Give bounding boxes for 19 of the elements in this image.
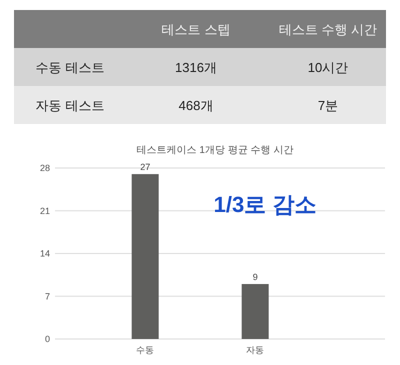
y-tick-label: 7	[44, 291, 50, 302]
y-tick-label: 0	[44, 334, 50, 344]
category-label: 수동 테스트	[36, 60, 104, 75]
data-label: 9	[252, 272, 258, 282]
y-tick-label: 28	[40, 163, 50, 173]
y-tick-label: 21	[40, 206, 50, 216]
x-tick-label: 수동	[136, 345, 154, 355]
chart-title: 테스트케이스 1개당 평균 수행 시간	[136, 145, 294, 156]
category-label: 테스트 수행 시간	[278, 22, 378, 37]
text: 7분	[318, 98, 338, 113]
category-label: 테스트 스텝	[162, 22, 230, 37]
y-tick-label: 14	[40, 248, 50, 258]
text: 1316개	[175, 60, 217, 75]
x-tick-label: 자동	[246, 345, 264, 355]
annotation: 1/3로 감소	[214, 192, 316, 217]
text: 10시간	[308, 60, 348, 75]
category-label: 자동 테스트	[36, 98, 104, 113]
text: 468개	[178, 98, 214, 113]
data-label: 27	[140, 162, 150, 172]
